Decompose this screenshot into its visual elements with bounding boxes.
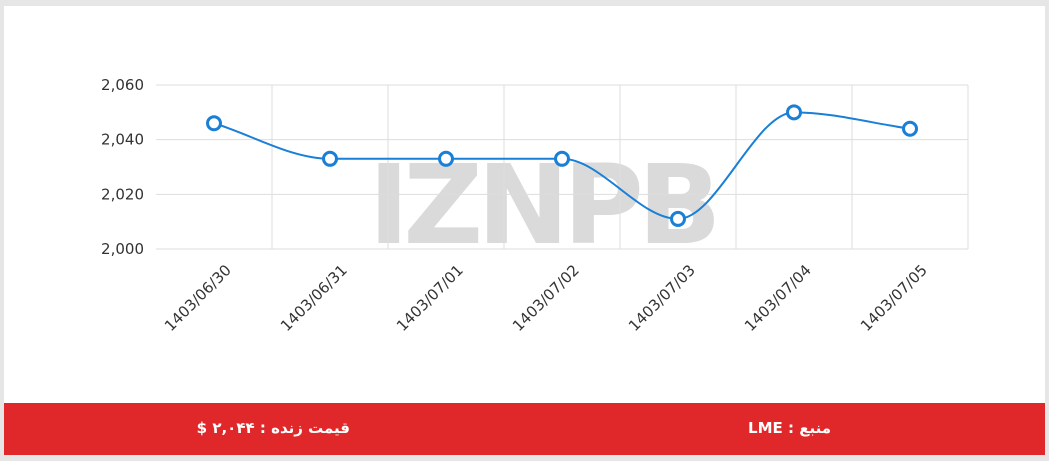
x-tick-label: 1403/06/31 (277, 261, 351, 335)
source: منبع : LME (748, 419, 831, 437)
x-tick-label: 1403/07/04 (741, 261, 815, 335)
data-point (206, 115, 222, 132)
data-point (322, 150, 338, 167)
panel: IZNPB 2,000 2,020 2,040 2,060 1403/06/30 1403/… (4, 6, 1045, 455)
data-point (902, 120, 918, 137)
y-tick-label: 2,060 (101, 76, 144, 94)
watermark: IZNPB (368, 141, 715, 269)
data-point (786, 104, 802, 121)
y-tick-label: 2,020 (101, 185, 144, 203)
x-tick-label: 1403/06/30 (161, 261, 235, 335)
x-tick-label: 1403/07/05 (857, 261, 931, 335)
x-tick-label: 1403/07/02 (509, 261, 583, 335)
x-tick-label: 1403/07/03 (625, 261, 699, 335)
y-tick-label: 2,040 (101, 131, 144, 149)
y-tick-label: 2,000 (101, 240, 144, 258)
footer: قیمت زنده : ۲,۰۴۴ $ منبع : LME (4, 403, 1045, 455)
data-point (554, 150, 570, 167)
x-tick-label: 1403/07/01 (393, 261, 467, 335)
data-point (670, 210, 686, 227)
live-price: قیمت زنده : ۲,۰۴۴ $ (196, 419, 350, 437)
chart: IZNPB 2,000 2,020 2,040 2,060 1403/06/30 1403/… (101, 76, 969, 335)
data-point (438, 150, 454, 167)
